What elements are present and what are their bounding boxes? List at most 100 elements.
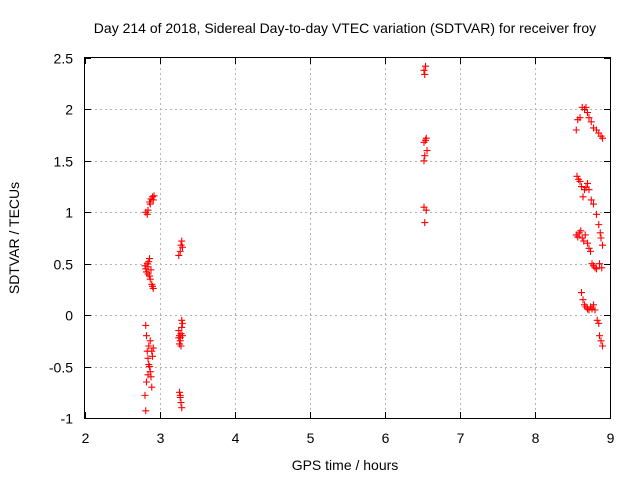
data-point-plus	[573, 172, 581, 180]
chart-title: Day 214 of 2018, Sidereal Day-to-day VTE…	[94, 20, 596, 36]
data-point-plus	[587, 118, 595, 126]
data-point-plus	[582, 103, 590, 111]
y-tick-label: 1.5	[54, 154, 74, 170]
data-point-plus	[579, 296, 587, 304]
data-point-plus	[591, 264, 599, 272]
data-point-plus	[422, 206, 430, 214]
data-point-plus	[179, 332, 186, 340]
data-point-plus	[578, 183, 585, 191]
data-point-plus	[149, 352, 156, 360]
grid-layer	[85, 58, 610, 418]
data-point-plus	[581, 231, 589, 239]
data-point-plus	[422, 134, 430, 142]
data-point-plus	[421, 219, 429, 227]
data-point-plus	[176, 391, 184, 399]
data-point-plus	[179, 319, 186, 327]
data-point-plus	[146, 255, 153, 263]
data-point-plus	[584, 239, 591, 247]
data-point-plus	[143, 378, 150, 386]
data-point-plus	[599, 241, 606, 249]
y-tick-label: 0.5	[54, 257, 74, 273]
data-point-plus	[421, 152, 429, 160]
data-point-plus	[149, 193, 156, 201]
x-tick-label: 8	[532, 430, 540, 446]
data-point-plus	[142, 321, 150, 329]
data-point-plus	[577, 227, 585, 235]
data-point-plus	[178, 316, 186, 324]
data-point-plus	[178, 237, 186, 245]
data-point-plus	[422, 62, 429, 70]
data-point-plus	[599, 134, 606, 142]
y-axis-label: SDTVAR / TECUs	[6, 182, 22, 294]
data-point-plus	[597, 234, 605, 242]
x-axis-label: GPS time / hours	[292, 457, 399, 473]
x-tick-label: 7	[457, 430, 465, 446]
data-point-plus	[144, 371, 152, 379]
data-points	[141, 62, 606, 415]
data-point-plus	[146, 337, 154, 345]
data-point-plus	[149, 344, 157, 352]
x-tick-label: 9	[607, 430, 615, 446]
data-point-plus	[179, 243, 186, 251]
data-point-plus	[143, 210, 151, 218]
data-point-plus	[148, 347, 156, 355]
data-point-plus	[598, 264, 606, 272]
data-point-plus	[576, 177, 584, 185]
data-point-plus	[587, 196, 595, 204]
data-point-plus	[584, 109, 591, 117]
data-point-plus	[145, 258, 153, 266]
data-point-plus	[590, 301, 597, 309]
data-point-plus	[144, 354, 152, 362]
data-point-plus	[146, 363, 153, 371]
data-point-plus	[176, 388, 183, 396]
data-point-plus	[141, 391, 149, 399]
y-tick-label: -0.5	[49, 360, 73, 376]
tick-layer: 2 3 4 5 6 7 8 9 -1 -0.5 0 0.5 1 1.5 2 2.5	[49, 51, 615, 447]
data-point-plus	[597, 337, 605, 345]
x-tick-label: 3	[157, 430, 165, 446]
y-tick-label: 2.5	[54, 51, 74, 67]
y-tick-label: 0	[65, 308, 73, 324]
data-point-plus	[595, 221, 603, 229]
y-tick-label: -1	[61, 411, 74, 427]
data-point-plus	[579, 193, 587, 201]
data-point-plus	[175, 334, 183, 342]
data-point-plus	[420, 138, 428, 146]
data-point-plus	[178, 323, 186, 331]
data-point-plus	[420, 157, 428, 165]
data-point-plus	[147, 266, 155, 274]
x-tick-label: 4	[232, 430, 240, 446]
data-point-plus	[144, 263, 152, 271]
data-point-plus	[423, 147, 431, 155]
data-point-plus	[578, 289, 585, 297]
x-tick-label: 6	[382, 430, 390, 446]
data-point-plus	[176, 247, 184, 255]
data-point-plus	[142, 407, 150, 415]
data-point-plus	[588, 305, 596, 313]
data-point-plus	[585, 186, 593, 194]
data-point-plus	[145, 342, 153, 350]
data-point-plus	[585, 306, 593, 314]
data-point-plus	[596, 260, 603, 268]
data-point-plus	[149, 284, 157, 292]
data-point-plus	[595, 319, 603, 327]
data-point-plus	[593, 265, 600, 273]
data-point-plus	[584, 179, 591, 187]
data-point-plus	[150, 192, 158, 200]
data-point-plus	[580, 237, 588, 245]
data-point-plus	[420, 66, 428, 74]
data-point-plus	[576, 114, 584, 122]
data-point-plus	[593, 210, 600, 218]
x-tick-label: 2	[82, 430, 90, 446]
data-point-plus	[421, 70, 429, 78]
data-point-plus	[178, 404, 186, 412]
data-point-plus	[590, 200, 597, 208]
data-point-plus	[585, 114, 593, 122]
plot-area-frame	[84, 57, 611, 419]
data-point-plus	[578, 234, 586, 242]
data-point-plus	[596, 332, 603, 340]
data-point-plus	[146, 272, 153, 280]
data-point-plus	[599, 342, 606, 350]
data-point-plus	[596, 229, 604, 237]
